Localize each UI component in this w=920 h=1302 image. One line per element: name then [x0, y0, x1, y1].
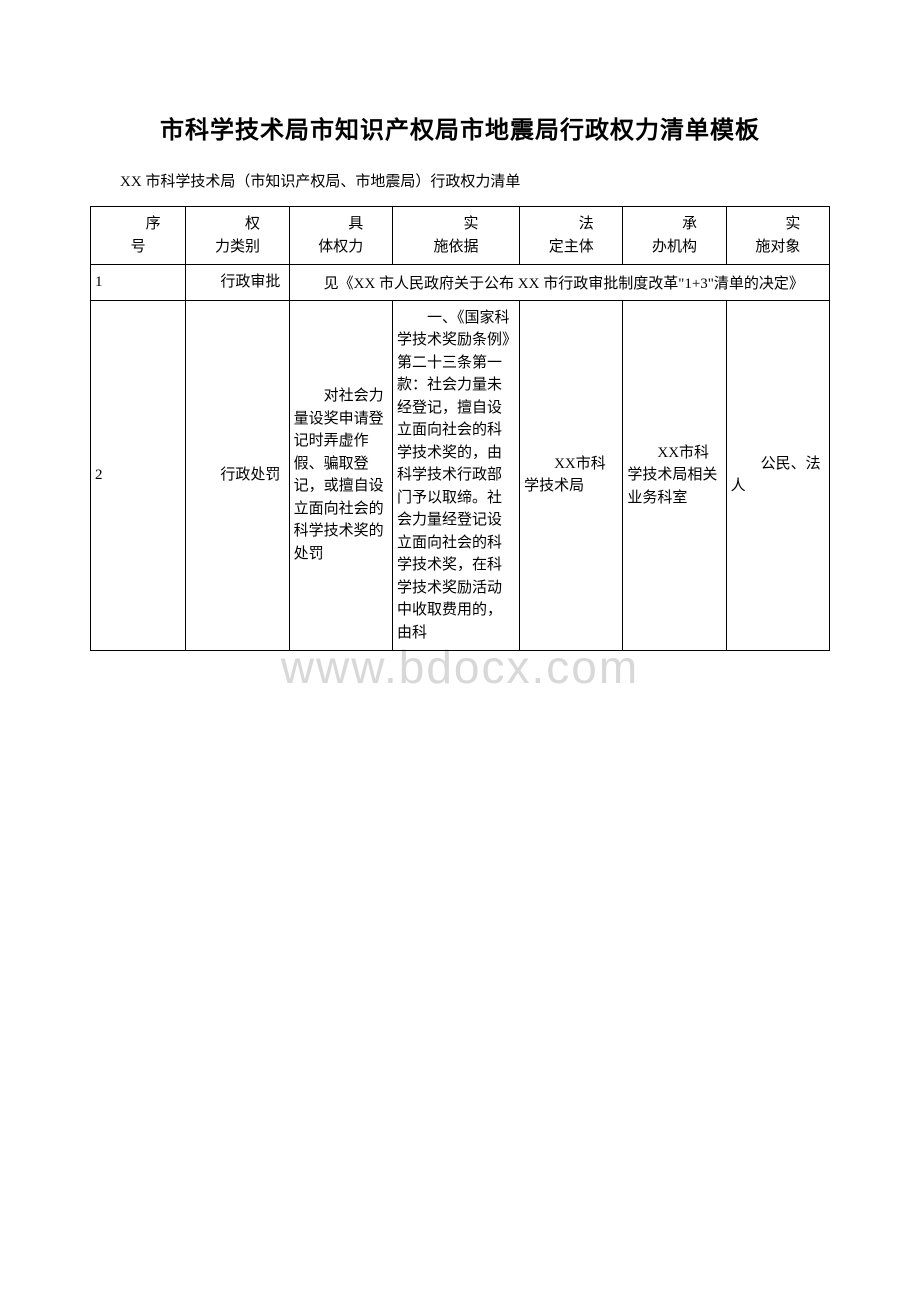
col-header-basis: 实 施依据 — [392, 207, 519, 265]
cell-power: 对社会力量设奖申请登记时弄虚作假、骗取登记，或擅自设立面向社会的科学技术奖的处罚 — [289, 300, 392, 651]
col-header-power: 具 体权力 — [289, 207, 392, 265]
col-header-subject: 法 定主体 — [520, 207, 623, 265]
cell-target: 公民、法人 — [726, 300, 829, 651]
page-title: 市科学技术局市知识产权局市地震局行政权力清单模板 — [90, 110, 830, 145]
col-header-agency: 承 办机构 — [623, 207, 726, 265]
col-header-category: 权 力类别 — [186, 207, 289, 265]
table-row: 2 行政处罚 对社会力量设奖申请登记时弄虚作假、骗取登记，或擅自设立面向社会的科… — [91, 300, 830, 651]
table-header-row: 序 号 权 力类别 具 体权力 实 施依据 法 定主体 — [91, 207, 830, 265]
cell-subject: XX市科学技术局 — [520, 300, 623, 651]
power-list-table: 序 号 权 力类别 具 体权力 实 施依据 法 定主体 — [90, 206, 830, 651]
cell-merged-content: 见《XX 市人民政府关于公布 XX 市行政审批制度改革"1+3"清单的决定》 — [289, 265, 829, 301]
cell-agency: XX市科学技术局相关业务科室 — [623, 300, 726, 651]
cell-category: 行政处罚 — [186, 300, 289, 651]
cell-seq: 2 — [91, 300, 186, 651]
document-content: 市科学技术局市知识产权局市地震局行政权力清单模板 XX 市科学技术局（市知识产权… — [90, 110, 830, 651]
cell-seq: 1 — [91, 265, 186, 301]
page-subtitle: XX 市科学技术局（市知识产权局、市地震局）行政权力清单 — [90, 170, 830, 191]
col-header-target: 实 施对象 — [726, 207, 829, 265]
cell-basis: 一、《国家科学技术奖励条例》第二十三条第一款：社会力量未经登记，擅自设立面向社会… — [392, 300, 519, 651]
col-header-seq: 序 号 — [91, 207, 186, 265]
cell-category: 行政审批 — [186, 265, 289, 301]
table-row: 1 行政审批 见《XX 市人民政府关于公布 XX 市行政审批制度改革"1+3"清… — [91, 265, 830, 301]
